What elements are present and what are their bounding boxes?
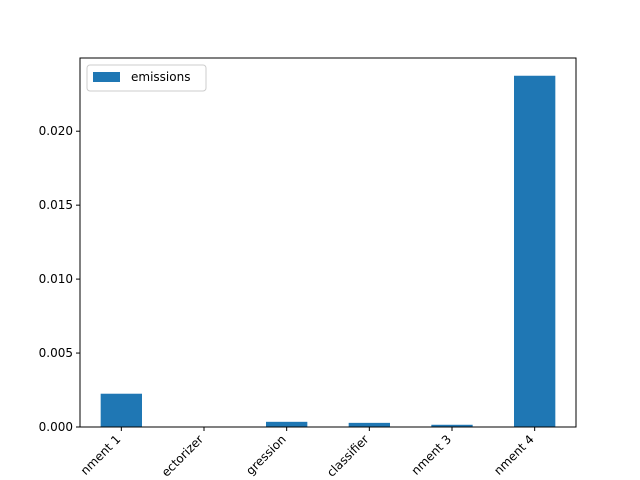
y-tick-label: 0.005 xyxy=(39,346,73,360)
plot-area xyxy=(80,58,576,427)
y-tick-label: 0.010 xyxy=(39,272,73,286)
bar-4 xyxy=(348,422,390,427)
bars-group xyxy=(100,75,556,427)
legend-swatch xyxy=(93,72,120,82)
y-tick-label: 0.015 xyxy=(39,198,73,212)
y-axis: 0.000 0.005 0.010 0.015 0.020 xyxy=(39,124,80,434)
bar-6 xyxy=(514,75,556,427)
y-tick-label: 0.020 xyxy=(39,124,73,138)
y-tick-label: 0.000 xyxy=(39,420,73,434)
legend-label-emissions: emissions xyxy=(131,70,190,84)
bar-1 xyxy=(100,393,142,427)
legend-box xyxy=(86,64,207,92)
bar-5 xyxy=(431,424,473,427)
plot-frame xyxy=(79,57,577,428)
bar-3 xyxy=(266,421,308,427)
legend: emissions xyxy=(86,64,207,92)
